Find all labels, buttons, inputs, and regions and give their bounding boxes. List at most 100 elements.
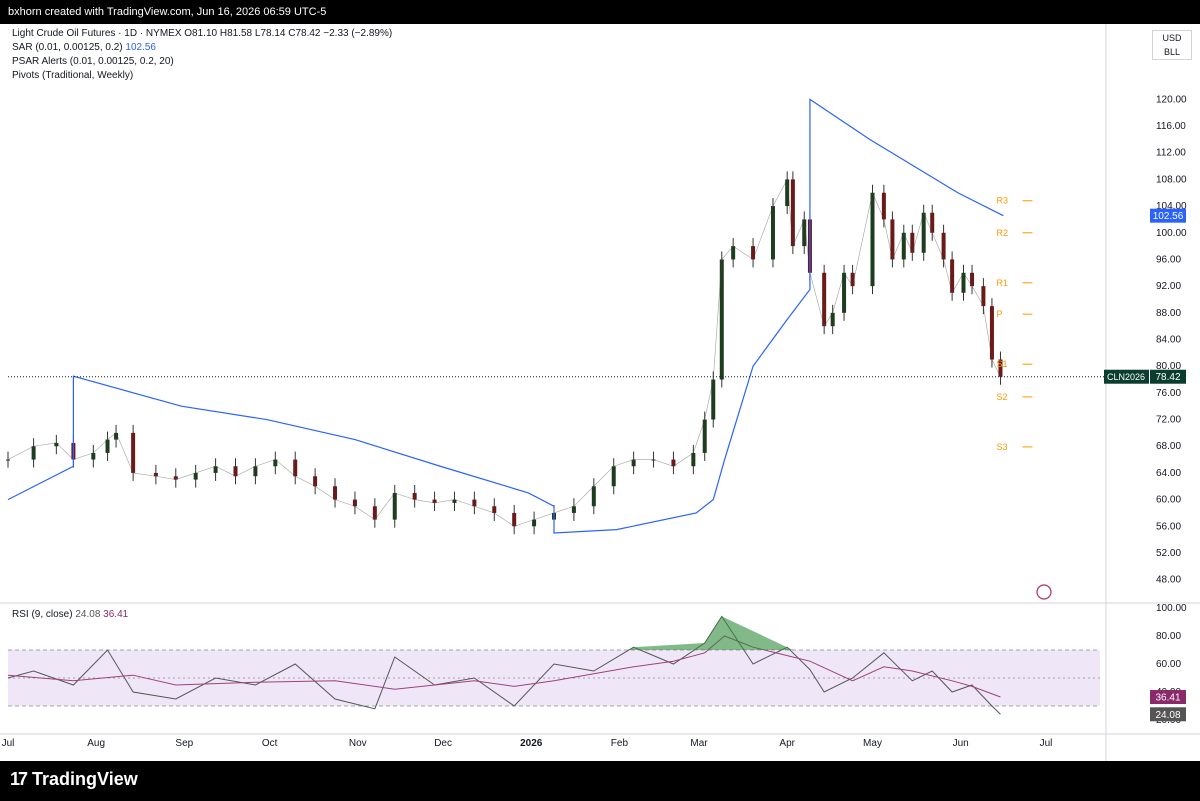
legend-sar-label: SAR (0.01, 0.00125, 0.2) xyxy=(12,42,123,53)
candle-body xyxy=(731,246,736,260)
price-tag-text: 78.42 xyxy=(1155,372,1180,383)
candle xyxy=(114,424,119,448)
candle xyxy=(751,238,756,268)
tradingview-logo[interactable]: 17 TradingView xyxy=(10,769,138,790)
candle-body xyxy=(770,206,775,260)
candle-body xyxy=(881,192,886,220)
candle-body xyxy=(91,452,96,460)
candle-body xyxy=(950,259,955,293)
candle xyxy=(173,468,178,488)
candle xyxy=(981,278,986,315)
price-tick-label: 112.00 xyxy=(1156,148,1186,159)
chart-frame xyxy=(0,24,1200,761)
legend-sar-value: 102.56 xyxy=(125,42,156,53)
rsi-tag-text: 24.08 xyxy=(1155,710,1180,721)
time-tick-label: May xyxy=(863,738,882,749)
rsi-legend: RSI (9, close) 24.08 36.41 xyxy=(12,609,128,620)
price-tick-label: 80.00 xyxy=(1156,361,1181,372)
footer-bar: 17 TradingView xyxy=(0,761,1200,801)
candle xyxy=(870,184,875,295)
time-tick-label: Mar xyxy=(690,738,708,749)
candle xyxy=(412,484,417,508)
candle-body xyxy=(981,286,986,307)
tradingview-icon: 17 xyxy=(10,769,28,789)
rsi-label: RSI (9, close) xyxy=(12,609,73,620)
candle xyxy=(731,238,736,268)
candle xyxy=(233,458,238,485)
rsi-tag-bg xyxy=(1150,707,1186,722)
candle-body xyxy=(751,246,756,260)
sar-tag-text: 102.56 xyxy=(1153,211,1184,222)
candle xyxy=(785,171,790,215)
candle xyxy=(790,171,795,255)
candle xyxy=(392,484,397,528)
candle xyxy=(910,224,915,261)
candle-body xyxy=(822,272,827,327)
candle xyxy=(54,434,59,455)
candle xyxy=(970,264,975,295)
candle-body xyxy=(512,512,517,527)
currency-code: USD xyxy=(1162,33,1182,43)
time-tick-label: Nov xyxy=(349,738,367,749)
currency-box[interactable]: USD BLL xyxy=(1152,30,1192,60)
candle xyxy=(532,511,537,535)
candle xyxy=(512,504,517,535)
candle xyxy=(131,424,136,481)
candle-body xyxy=(571,506,576,513)
rsi-overbought-fill xyxy=(627,616,794,650)
close-line xyxy=(7,178,1001,527)
price-tick-label: 56.00 xyxy=(1156,521,1181,532)
pivot-label: R3 xyxy=(996,196,1008,206)
time-tick-label: Apr xyxy=(779,738,795,749)
candle-body xyxy=(452,499,457,503)
time-tick-label: 2026 xyxy=(520,738,543,749)
candle xyxy=(850,264,855,295)
candle xyxy=(842,264,847,321)
time-tick-label: Oct xyxy=(262,738,278,749)
rsi-ma-tag-text: 36.41 xyxy=(1155,693,1180,704)
price-tick-label: 100.00 xyxy=(1156,228,1187,239)
candle-body xyxy=(105,439,110,453)
candle xyxy=(352,491,357,515)
candle xyxy=(989,298,994,368)
time-tick-label: Dec xyxy=(434,738,452,749)
candle xyxy=(671,451,676,475)
candle-body xyxy=(54,442,59,447)
sar-line xyxy=(7,98,1004,534)
time-tick-label: Aug xyxy=(87,738,105,749)
last-price-tag: CLN2026 78.42 xyxy=(1104,369,1186,384)
candle-body xyxy=(352,499,357,507)
time-tick-label: Jul xyxy=(2,738,15,749)
symbol-tag-bg xyxy=(1104,369,1149,384)
candle xyxy=(901,224,906,268)
legend-sar: SAR (0.01, 0.00125, 0.2) 102.56 xyxy=(12,42,156,53)
candle xyxy=(770,198,775,268)
candle-body xyxy=(372,506,377,520)
candle-body xyxy=(432,499,437,503)
candle-body xyxy=(890,219,895,260)
candle-body xyxy=(842,272,847,313)
candle xyxy=(333,478,338,508)
rsi-value: 24.08 xyxy=(75,609,101,620)
candle xyxy=(961,264,966,301)
candle xyxy=(193,464,198,488)
candle-body xyxy=(173,476,178,480)
price-tick-label: 96.00 xyxy=(1156,254,1181,265)
candle xyxy=(472,491,477,515)
candle-body xyxy=(213,466,218,473)
rsi-tick-label: 100.00 xyxy=(1156,603,1187,614)
candle-body xyxy=(131,432,136,473)
candle-body xyxy=(153,472,158,477)
candle-body xyxy=(293,459,298,477)
candle-body xyxy=(273,459,278,467)
candle xyxy=(691,444,696,475)
candle-body xyxy=(591,486,596,507)
price-tag-bg xyxy=(1150,369,1186,384)
pivot-label: S2 xyxy=(996,392,1007,402)
price-tick-label: 76.00 xyxy=(1156,388,1181,399)
candle-body xyxy=(921,212,926,253)
candle-body xyxy=(412,492,417,500)
pivot-label: S3 xyxy=(996,442,1007,452)
candle-body xyxy=(253,466,258,477)
